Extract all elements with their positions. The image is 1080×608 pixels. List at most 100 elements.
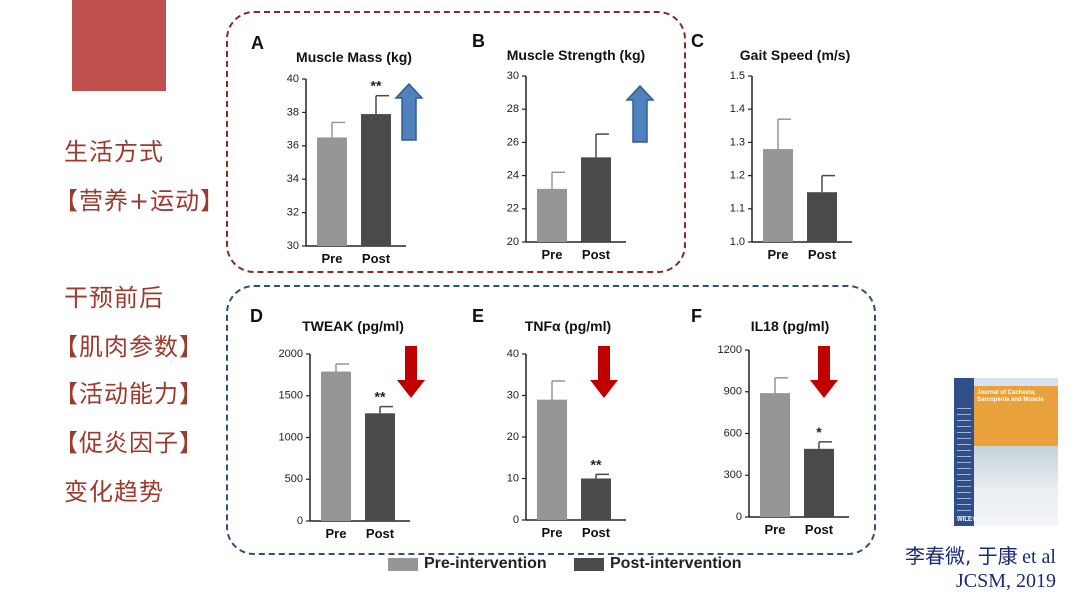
y-tick-label-d: 500 xyxy=(285,473,303,485)
decorative-red-square xyxy=(72,0,166,91)
down-arrow-icon-d xyxy=(397,346,425,398)
y-tick-label-c: 1.0 xyxy=(730,236,745,248)
panel-letter-b: B xyxy=(472,31,485,51)
y-tick-label-b: 22 xyxy=(507,203,519,215)
panel-letter-d: D xyxy=(250,306,263,326)
bar-f-post xyxy=(804,448,834,517)
bar-e-post xyxy=(581,478,611,520)
y-tick-label-e: 10 xyxy=(507,472,519,484)
panel-title-c: Gait Speed (m/s) xyxy=(740,47,850,63)
panel-letter-f: F xyxy=(691,306,702,326)
y-tick-label-b: 20 xyxy=(507,236,519,248)
x-tick-label-e: Pre xyxy=(542,525,563,540)
y-tick-label-c: 1.4 xyxy=(730,103,745,115)
y-tick-label-d: 1000 xyxy=(279,431,303,443)
bar-e-pre xyxy=(537,399,567,520)
side-label-trend: 变化趋势 xyxy=(64,478,164,506)
bar-d-post xyxy=(365,413,395,521)
y-tick-label-f: 600 xyxy=(724,427,742,439)
y-tick-label-a: 32 xyxy=(287,207,299,219)
legend-pre-swatch xyxy=(388,558,418,571)
panel-title-b: Muscle Strength (kg) xyxy=(507,47,645,63)
x-tick-label-a: Post xyxy=(362,251,391,266)
x-tick-label-b: Pre xyxy=(542,247,563,262)
panel-title-a: Muscle Mass (kg) xyxy=(296,49,412,65)
x-tick-label-d: Pre xyxy=(326,526,347,541)
x-tick-label-f: Pre xyxy=(765,522,786,537)
citation-authors-cn: 李春微, 于康 xyxy=(904,544,1018,568)
side-label-muscle-params: 【肌肉参数】 xyxy=(54,333,204,361)
panel-letter-a: A xyxy=(251,33,264,53)
y-tick-label-b: 30 xyxy=(507,70,519,82)
y-tick-label-f: 300 xyxy=(724,469,742,481)
bar-d-pre xyxy=(321,371,351,521)
y-tick-label-f: 1200 xyxy=(718,344,742,356)
y-tick-label-f: 0 xyxy=(736,511,742,523)
bar-b-pre xyxy=(537,188,567,242)
side-label-inflammatory-factors: 【促炎因子】 xyxy=(54,429,204,457)
y-tick-label-a: 36 xyxy=(287,140,299,152)
down-arrow-icon-f xyxy=(810,346,838,398)
y-tick-label-a: 38 xyxy=(287,106,299,118)
citation-et-al: et al xyxy=(1022,546,1056,568)
y-tick-label-d: 1500 xyxy=(279,390,303,402)
x-tick-label-c: Post xyxy=(808,247,837,262)
y-tick-label-c: 1.3 xyxy=(730,136,745,148)
y-tick-label-e: 20 xyxy=(507,431,519,443)
side-label-lifestyle: 生活方式 xyxy=(64,138,164,166)
citation-journal: JCSM, 2019 xyxy=(955,570,1056,592)
y-tick-label-e: 40 xyxy=(507,348,519,360)
x-tick-label-c: Pre xyxy=(768,247,789,262)
side-label-nutrition-exercise: 【营养+运动】 xyxy=(54,187,226,215)
x-tick-label-a: Pre xyxy=(322,251,343,266)
y-tick-label-d: 2000 xyxy=(279,348,303,360)
legend-pre-label: Pre-intervention xyxy=(424,555,547,572)
bar-a-pre xyxy=(317,137,347,246)
x-tick-label-d: Post xyxy=(366,526,395,541)
bar-b-post xyxy=(581,157,611,242)
x-tick-label-b: Post xyxy=(582,247,611,262)
side-label-mobility: 【活动能力】 xyxy=(54,380,204,408)
y-tick-label-b: 26 xyxy=(507,136,519,148)
inflammatory-group-box xyxy=(226,285,876,555)
citation-authors: 李春微, 于康 et al xyxy=(905,540,1056,569)
significance-mark-f: * xyxy=(816,424,822,440)
up-arrow-icon-a xyxy=(394,82,424,141)
y-tick-label-f: 900 xyxy=(724,386,742,398)
significance-mark-a: ** xyxy=(371,78,382,94)
significance-mark-e: ** xyxy=(591,456,602,472)
muscle-params-group-box xyxy=(226,11,686,273)
y-tick-label-e: 30 xyxy=(507,389,519,401)
bar-f-pre xyxy=(760,393,790,517)
side-label-before-after: 干预前后 xyxy=(64,284,164,312)
up-arrow-icon-b xyxy=(625,84,655,143)
y-tick-label-a: 30 xyxy=(287,240,299,252)
down-arrow-icon-e xyxy=(590,346,618,398)
y-tick-label-c: 1.1 xyxy=(730,203,745,215)
y-tick-label-c: 1.5 xyxy=(730,70,745,82)
bar-c-post xyxy=(807,192,837,242)
y-tick-label-b: 28 xyxy=(507,103,519,115)
y-tick-label-a: 40 xyxy=(287,73,299,85)
x-tick-label-f: Post xyxy=(805,522,834,537)
panel-title-d: TWEAK (pg/ml) xyxy=(302,318,404,334)
y-tick-label-c: 1.2 xyxy=(730,170,745,182)
y-tick-label-e: 0 xyxy=(513,514,519,526)
significance-mark-d: ** xyxy=(375,389,386,405)
bar-c-pre xyxy=(763,149,793,242)
journal-cover-title: Journal of Cachexia, Sarcopenia and Musc… xyxy=(977,390,1044,403)
y-tick-label-b: 24 xyxy=(507,170,519,182)
legend-post-swatch xyxy=(574,558,604,571)
journal-cover-image: Journal of Cachexia, Sarcopenia and Musc… xyxy=(954,378,1058,526)
legend-post-label: Post-intervention xyxy=(610,555,742,572)
journal-cover-publisher: WILEY xyxy=(957,517,976,523)
panel-letter-c: C xyxy=(691,31,704,51)
panel-title-f: IL18 (pg/ml) xyxy=(751,318,830,334)
y-tick-label-a: 34 xyxy=(287,173,299,185)
bar-a-post xyxy=(361,114,391,246)
panel-title-e: TNFα (pg/ml) xyxy=(525,318,611,334)
panel-letter-e: E xyxy=(472,306,484,326)
x-tick-label-e: Post xyxy=(582,525,611,540)
y-tick-label-d: 0 xyxy=(297,515,303,527)
